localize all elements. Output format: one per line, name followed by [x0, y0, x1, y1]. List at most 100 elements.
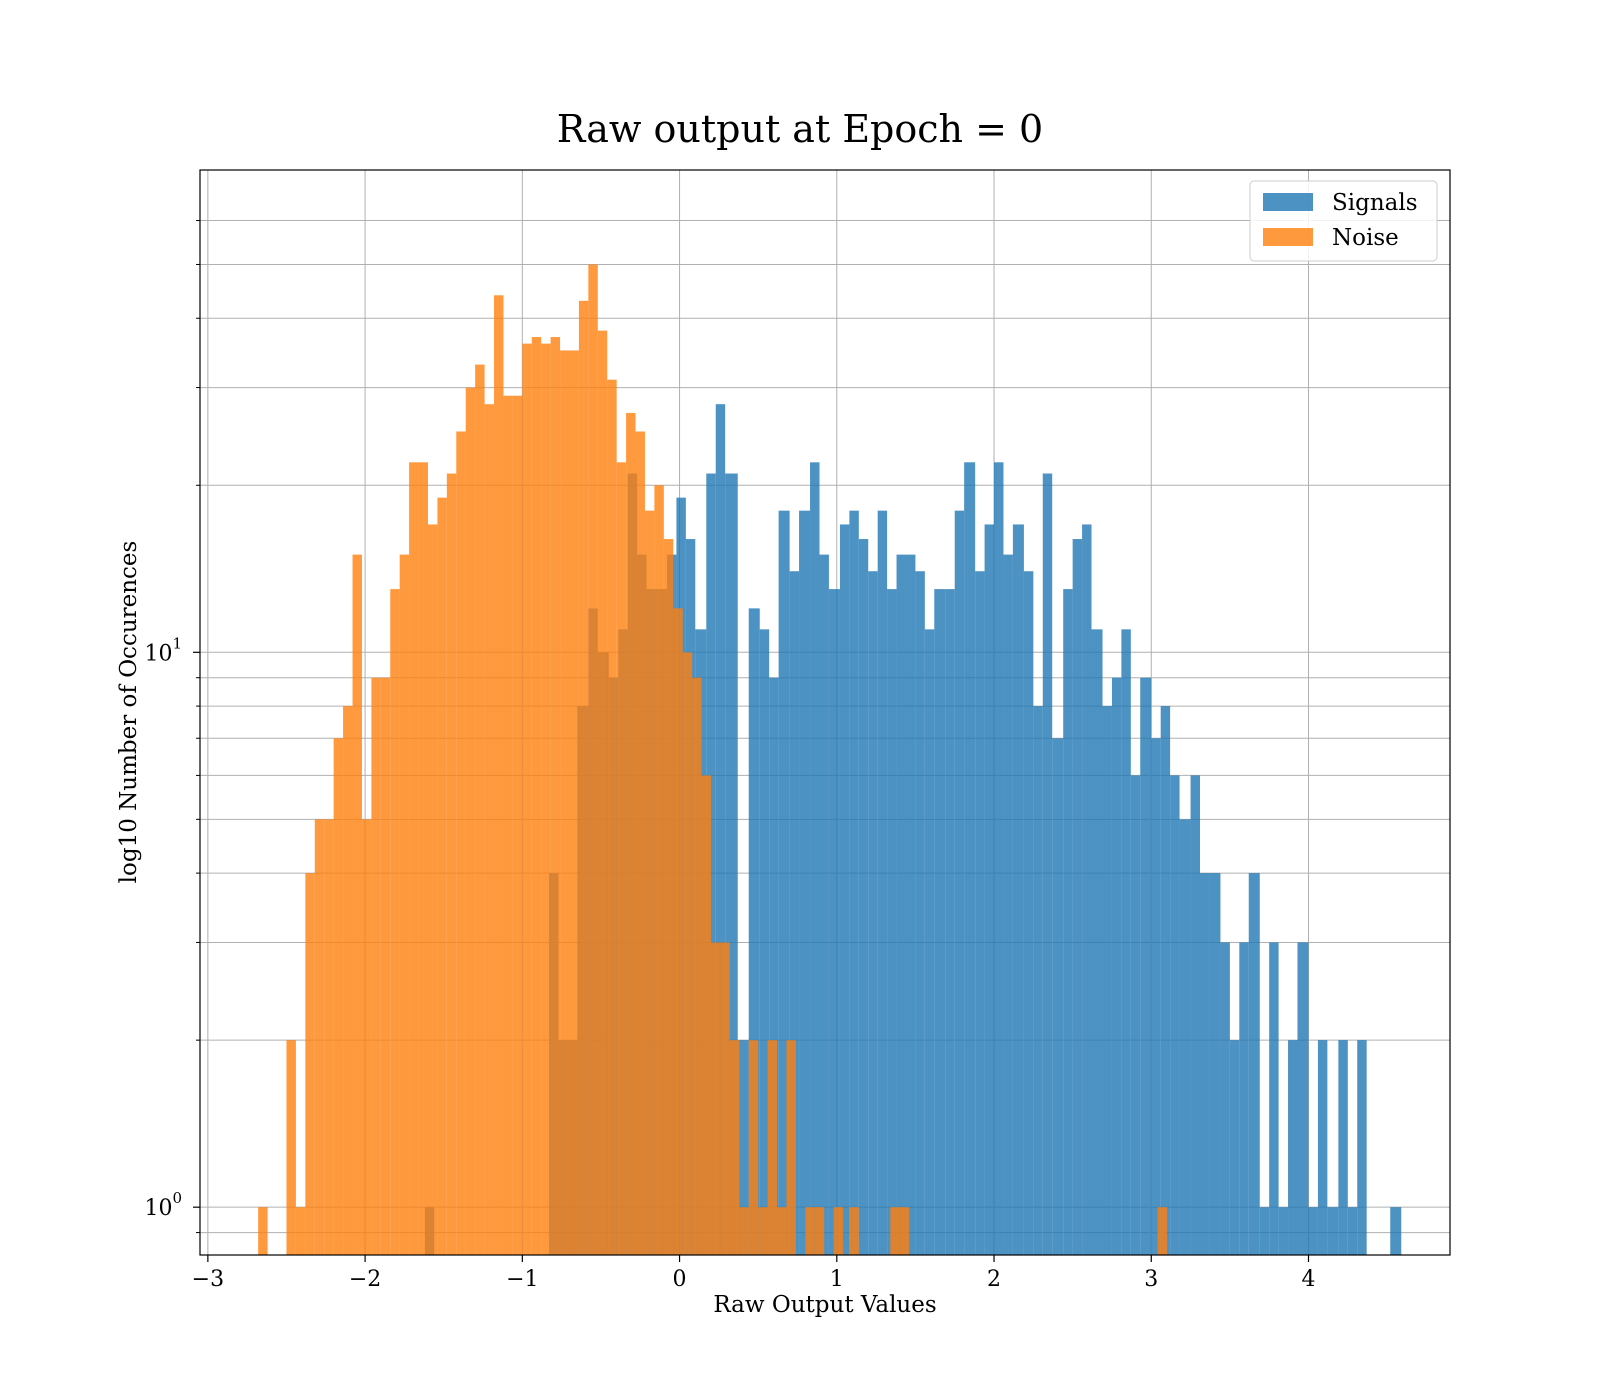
- histogram-bar: [915, 571, 925, 1255]
- x-tick-label: −3: [192, 1267, 224, 1292]
- legend-label-signals: Signals: [1332, 190, 1418, 216]
- histogram-bar: [924, 629, 935, 1255]
- y-tick-label-base: 10: [144, 1196, 172, 1221]
- histogram-bar: [899, 1207, 910, 1255]
- histogram-bar: [778, 510, 790, 1255]
- histogram-bar: [1003, 554, 1013, 1255]
- legend-swatch-signals: [1263, 193, 1313, 211]
- histogram-bar: [1102, 706, 1112, 1255]
- histogram-bar: [1091, 629, 1103, 1255]
- histogram-bar: [759, 629, 770, 1255]
- histogram-bar: [739, 1207, 749, 1255]
- histogram-bar: [522, 343, 532, 1255]
- histogram-bar: [868, 571, 878, 1255]
- plot-frame: [199, 169, 1451, 1256]
- histogram-bar: [324, 819, 334, 1255]
- histogram-bar: [975, 571, 985, 1255]
- histogram-bar: [512, 395, 523, 1255]
- histogram-bar: [361, 819, 372, 1255]
- histogram-bar: [1052, 738, 1064, 1255]
- histogram-bar: [569, 350, 579, 1255]
- histogram-bar: [616, 462, 627, 1255]
- histogram-bar: [503, 395, 513, 1255]
- histogram-bar: [945, 589, 955, 1255]
- histogram-bar: [465, 387, 476, 1255]
- histogram-bar: [1357, 1040, 1367, 1255]
- histogram-bar: [769, 677, 779, 1255]
- histogram-bar: [1072, 539, 1083, 1255]
- histogram-bar: [828, 589, 840, 1255]
- histogram-bar: [1023, 571, 1034, 1255]
- histogram-bar: [295, 1207, 306, 1255]
- chart-title: Raw output at Epoch = 0: [557, 107, 1043, 151]
- x-tick-label: 1: [830, 1267, 844, 1292]
- x-tick-label: −1: [506, 1267, 538, 1292]
- histogram-bar: [607, 379, 617, 1255]
- histogram-bar: [819, 554, 829, 1255]
- histogram-bar: [748, 608, 760, 1255]
- histogram-bar: [1308, 1207, 1318, 1255]
- histogram-bar: [858, 539, 869, 1255]
- histogram-bar: [541, 343, 551, 1255]
- histogram-bar: [314, 819, 325, 1255]
- histogram-bar: [810, 462, 820, 1255]
- histogram-bar: [1220, 942, 1230, 1255]
- histogram-bar: [1190, 775, 1200, 1255]
- histogram-bar: [560, 350, 570, 1255]
- histogram-bar: [934, 589, 946, 1255]
- histogram-bar: [1209, 873, 1221, 1255]
- histogram-bar: [1121, 629, 1131, 1255]
- histogram-bar: [905, 554, 916, 1255]
- histogram-bar: [654, 485, 664, 1255]
- histogram-bar: [729, 1040, 740, 1255]
- histogram-bar: [1269, 942, 1279, 1255]
- histogram-bar: [1200, 873, 1210, 1255]
- histogram-bar: [1160, 706, 1171, 1255]
- histogram-bar: [1248, 873, 1260, 1255]
- histogram-bar: [258, 1207, 268, 1255]
- histogram-bar: [475, 364, 485, 1255]
- histogram-bar: [737, 1040, 749, 1255]
- histogram-bar: [456, 431, 466, 1255]
- histogram-bar: [748, 1040, 759, 1255]
- histogram-bar: [1033, 706, 1043, 1255]
- histogram-bar: [1278, 1207, 1289, 1255]
- histogram-bar: [805, 1207, 815, 1255]
- histogram-bar: [343, 706, 353, 1255]
- x-tick-label: 2: [987, 1267, 1001, 1292]
- histogram-bar: [720, 942, 730, 1255]
- histogram-bar: [1390, 1207, 1402, 1255]
- y-tick-label: 101: [144, 634, 182, 666]
- histogram-bar: [1327, 1207, 1339, 1255]
- histogram-bar: [1259, 1207, 1270, 1255]
- y-tick-label: 100: [144, 1189, 182, 1221]
- histogram-bar: [1338, 1040, 1348, 1255]
- x-tick-label: 0: [673, 1267, 687, 1292]
- x-tick-label: 4: [1301, 1267, 1315, 1292]
- histogram-bar: [531, 337, 542, 1255]
- histogram-bar: [437, 497, 447, 1255]
- histogram-bar: [446, 473, 457, 1255]
- histogram-bar: [494, 295, 504, 1255]
- histogram-bar: [1317, 1040, 1328, 1255]
- histogram-bar: [1130, 775, 1141, 1255]
- histogram-bar: [305, 873, 315, 1255]
- histogram-bar: [1179, 819, 1191, 1255]
- histogram-bar: [954, 510, 965, 1255]
- histogram-bar: [550, 337, 561, 1255]
- y-tick-label-exponent: 1: [172, 634, 182, 652]
- histogram-bar: [799, 510, 811, 1255]
- bars: [258, 264, 1402, 1255]
- histogram-bar: [644, 510, 655, 1255]
- histogram-bar: [849, 510, 859, 1255]
- histogram-bar: [578, 300, 589, 1255]
- histogram-bar: [964, 462, 976, 1255]
- histogram-bar: [890, 1207, 900, 1255]
- histogram-bar: [673, 608, 683, 1255]
- histogram-bar: [1111, 677, 1122, 1255]
- series-noise: [258, 264, 1167, 1255]
- histogram-bar: [663, 539, 674, 1255]
- histogram-bar: [701, 775, 712, 1255]
- histogram-bar: [588, 264, 598, 1255]
- histogram-bar: [786, 1040, 796, 1255]
